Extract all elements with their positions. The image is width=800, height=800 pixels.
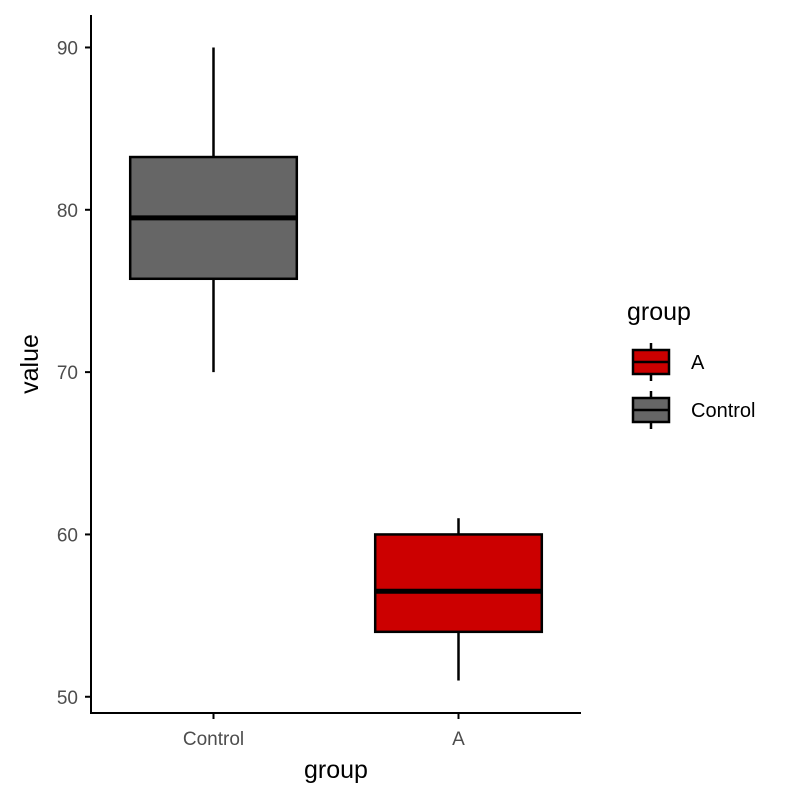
y-tick-label: 50 (57, 688, 78, 709)
legend-entries: A Control (631, 343, 755, 429)
y-tick-label: 60 (57, 525, 78, 546)
x-tick-label: A (452, 729, 465, 750)
legend-label: Control (691, 400, 755, 422)
legend-title: group (627, 298, 691, 326)
y-axis-title: value (16, 334, 44, 394)
x-ticks-layer: Control A (183, 713, 465, 750)
boxes-layer (128, 47, 544, 681)
legend-label: A (691, 352, 705, 374)
box-a (373, 518, 544, 681)
legend-entry-control: Control (631, 391, 755, 429)
y-tick-label: 80 (57, 201, 78, 222)
x-tick-label: Control (183, 729, 244, 750)
legend: group A Control (627, 298, 755, 429)
legend-entry-a: A (631, 343, 705, 381)
y-tick-label: 90 (57, 38, 78, 59)
iqr-box (373, 533, 544, 634)
y-tick-label: 70 (57, 363, 78, 384)
box-control (128, 47, 299, 373)
x-axis-title: group (304, 756, 368, 784)
y-ticks-layer: 50 60 70 80 90 (57, 38, 91, 709)
